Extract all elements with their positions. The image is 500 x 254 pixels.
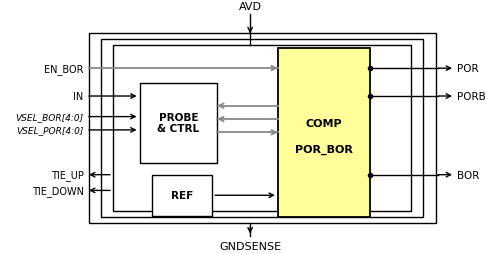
Text: IN: IN: [74, 92, 84, 102]
Text: PORB: PORB: [458, 92, 486, 102]
Bar: [100, 40, 423, 217]
Text: BOR: BOR: [458, 170, 479, 180]
Text: REF: REF: [171, 190, 193, 200]
Text: PROBE
& CTRL: PROBE & CTRL: [158, 113, 200, 134]
Text: COMP: COMP: [306, 118, 342, 128]
Text: GNDSENSE: GNDSENSE: [219, 241, 281, 251]
Text: POR: POR: [458, 64, 479, 74]
Text: TIE_UP: TIE_UP: [51, 170, 84, 180]
Bar: [140, 83, 217, 163]
Bar: [152, 175, 212, 216]
Text: EN_BOR: EN_BOR: [44, 64, 84, 74]
Text: POR_BOR: POR_BOR: [295, 145, 353, 155]
Bar: [278, 49, 370, 217]
Text: AVD: AVD: [238, 2, 262, 12]
Text: VSEL_BOR[4:0]: VSEL_BOR[4:0]: [16, 113, 84, 122]
Text: VSEL_POR[4:0]: VSEL_POR[4:0]: [16, 126, 84, 135]
Text: TIE_DOWN: TIE_DOWN: [32, 185, 84, 196]
Bar: [88, 34, 436, 223]
Bar: [113, 46, 412, 211]
